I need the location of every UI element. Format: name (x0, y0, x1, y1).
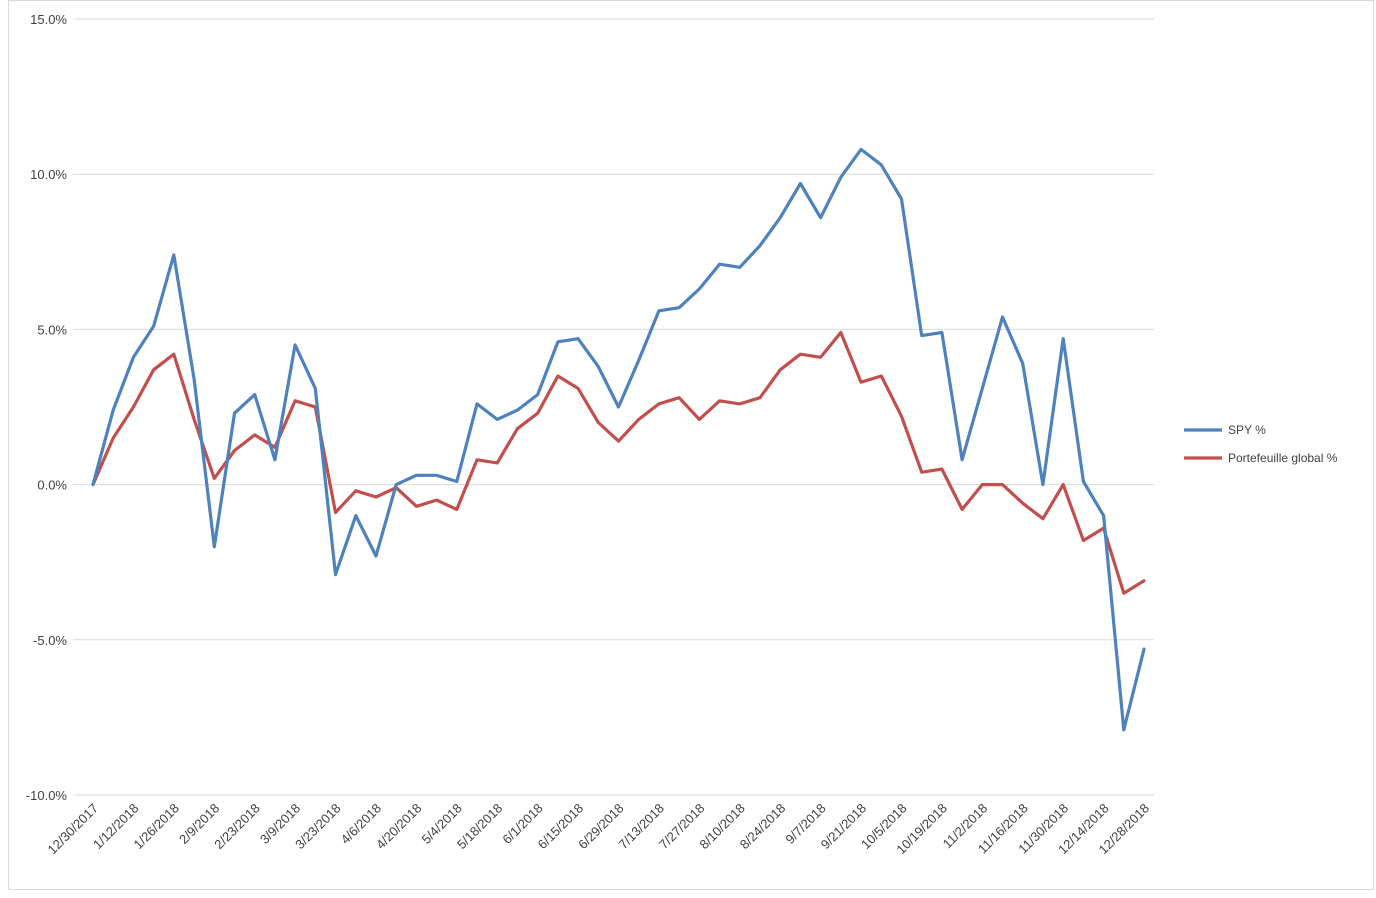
x-tick-label: 12/30/2017 (44, 801, 101, 858)
legend-label: Portefeuille global % (1228, 451, 1338, 465)
legend: SPY % Portefeuille global % (1184, 423, 1338, 465)
y-tick-label: 5.0% (37, 322, 67, 337)
y-tick-label: 10.0% (30, 167, 67, 182)
y-axis-ticks: 15.0% 10.0% 5.0% 0.0% -5.0% -10.0% (26, 12, 68, 803)
gridlines (73, 18, 1154, 796)
series-lines (91, 147, 1146, 732)
x-axis-ticks: 12/30/20171/12/20181/26/20182/9/20182/23… (44, 801, 1152, 858)
legend-label: SPY % (1228, 423, 1266, 437)
y-tick-label: 0.0% (37, 478, 67, 493)
y-tick-label: -5.0% (33, 633, 67, 648)
spy-line (91, 147, 1146, 732)
y-tick-label: -10.0% (26, 788, 68, 803)
chart-frame (8, 0, 1374, 890)
y-tick-label: 15.0% (30, 12, 67, 27)
